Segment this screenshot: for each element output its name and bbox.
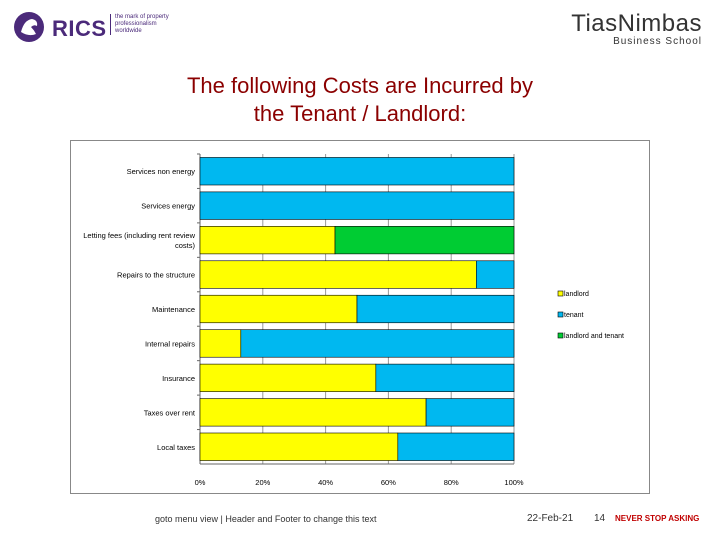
legend-swatch (557, 290, 564, 297)
bar-tenant (397, 432, 515, 461)
bar-landlord (199, 329, 242, 358)
chart-frame: Services non energy Services energy Lettin… (70, 140, 650, 494)
category-label: costs) (175, 241, 196, 250)
category-label: Maintenance (152, 305, 195, 314)
x-tick-label: 60% (381, 478, 396, 487)
category-label: Local taxes (157, 443, 195, 452)
slide-title: The following Costs are Incurred by the … (100, 72, 620, 128)
slide-title-line-1: The following Costs are Incurred by (186, 73, 534, 98)
legend-swatch (557, 311, 564, 318)
slide-title-line-2: the Tenant / Landlord: (253, 101, 467, 126)
x-tick-label: 40% (318, 478, 333, 487)
category-label: Services non energy (127, 167, 196, 176)
bar-landlord (199, 432, 399, 461)
tiasnimbas-logo-text: TiasNimbas (571, 10, 702, 37)
bar-tenant (476, 260, 515, 289)
footer-slogan: NEVER STOP ASKING (615, 514, 700, 523)
x-tick-label: 0% (195, 478, 206, 487)
bar-landlord (199, 260, 477, 289)
legend-label: landlord (564, 291, 589, 298)
legend-label: landlord and tenant (564, 333, 624, 340)
x-tick-label: 80% (444, 478, 459, 487)
bar-landlord (199, 294, 358, 324)
category-label: Repairs to the structure (117, 271, 195, 280)
footer-text: goto menu view | Header and Footer to ch… (155, 514, 377, 524)
category-label: Letting fees (including rent review (83, 231, 195, 240)
legend-swatch (557, 332, 564, 339)
tiasnimbas-subtitle: Business School (613, 36, 702, 47)
category-label: Insurance (162, 374, 195, 383)
lion-icon (14, 12, 44, 42)
bar-landlord (199, 398, 427, 427)
bar-tenant (425, 398, 515, 427)
bar-tenant (199, 157, 515, 186)
stacked-bar-chart: Services non energy Services energy Lettin… (83, 153, 624, 487)
category-label: Internal repairs (145, 339, 195, 348)
tiasnimbas-logo: TiasNimbas Business School (571, 10, 702, 47)
x-tick-label: 20% (255, 478, 270, 487)
bar-landlord (199, 363, 377, 392)
footer-date: 22-Feb-21 (527, 513, 574, 524)
bar-tenant (240, 329, 515, 358)
category-label: Taxes over rent (144, 408, 196, 417)
page-number: 14 (594, 513, 606, 524)
rics-tagline: the mark of property professionalism wor… (110, 14, 185, 35)
bar-landlord (199, 226, 336, 255)
rics-logo-text: RICS (52, 16, 107, 41)
rics-logo: RICS the mark of property professionalis… (12, 10, 172, 44)
legend-label: tenant (564, 312, 584, 319)
bar-tenant (199, 191, 515, 220)
bar-landlord-and-tenant (334, 226, 515, 255)
category-label: Services energy (141, 202, 195, 211)
x-tick-label: 100% (504, 478, 524, 487)
bar-tenant (356, 294, 515, 324)
bar-tenant (375, 363, 515, 392)
